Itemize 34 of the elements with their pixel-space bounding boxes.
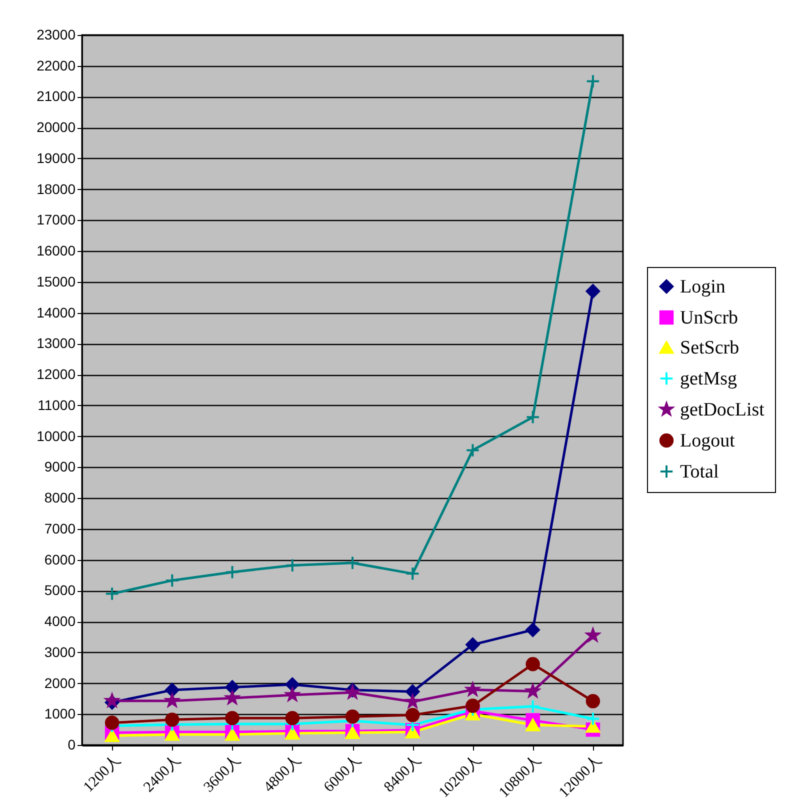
- legend-label: UnScrb: [680, 308, 738, 328]
- legend-label: SetScrb: [680, 338, 740, 358]
- y-tick-label: 2000: [44, 674, 76, 691]
- legend-label: Login: [680, 276, 726, 298]
- y-tick-label: 7000: [44, 520, 76, 536]
- y-tick-label: 15000: [36, 273, 76, 290]
- x-tick-label: 8400人: [381, 752, 424, 796]
- y-tick-label: 4000: [44, 613, 76, 630]
- y-tick-label: 21000: [36, 88, 76, 104]
- legend-label: getDocList: [680, 400, 766, 420]
- y-tick-label: 16000: [36, 242, 76, 259]
- legend-label: Total: [680, 462, 719, 482]
- y-tick-label: 0: [68, 736, 76, 752]
- y-tick-label: 3000: [44, 644, 76, 660]
- y-tick-label: 23000: [36, 26, 76, 42]
- x-tick-label: 6000人: [321, 752, 364, 796]
- legend-label: Logout: [680, 430, 736, 452]
- y-tick-label: 11000: [38, 396, 76, 413]
- y-tick-label: 20000: [36, 119, 76, 136]
- y-tick-label: 22000: [36, 57, 76, 74]
- y-tick-label: 6000: [44, 551, 76, 568]
- legend-label: getMsg: [680, 368, 738, 390]
- y-tick-label: 17000: [36, 212, 76, 228]
- y-tick-label: 18000: [36, 180, 76, 197]
- y-tick-label: 1000: [44, 706, 76, 722]
- y-tick-label: 12000: [36, 366, 76, 382]
- y-tick-label: 5000: [44, 582, 76, 598]
- y-tick-label: 10000: [36, 428, 76, 444]
- y-tick-label: 14000: [36, 304, 76, 320]
- y-tick-label: 13000: [36, 335, 76, 352]
- y-tick-label: 9000: [44, 458, 76, 475]
- y-tick-label: 19000: [36, 150, 76, 166]
- y-tick-label: 8000: [44, 490, 76, 506]
- x-tick-label: 4800人: [261, 752, 304, 796]
